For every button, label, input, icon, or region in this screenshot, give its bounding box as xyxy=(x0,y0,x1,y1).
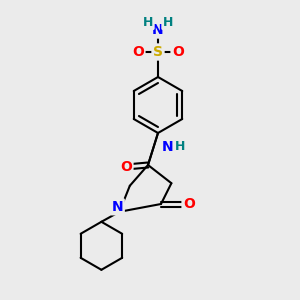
Text: N: N xyxy=(152,23,164,37)
Text: H: H xyxy=(175,140,185,154)
Text: N: N xyxy=(162,140,174,154)
Text: O: O xyxy=(120,160,132,174)
Text: O: O xyxy=(172,45,184,59)
Text: N: N xyxy=(112,200,123,214)
Text: H: H xyxy=(143,16,153,28)
Text: H: H xyxy=(163,16,173,28)
Text: O: O xyxy=(132,45,144,59)
Text: O: O xyxy=(183,197,195,211)
Text: S: S xyxy=(153,45,163,59)
